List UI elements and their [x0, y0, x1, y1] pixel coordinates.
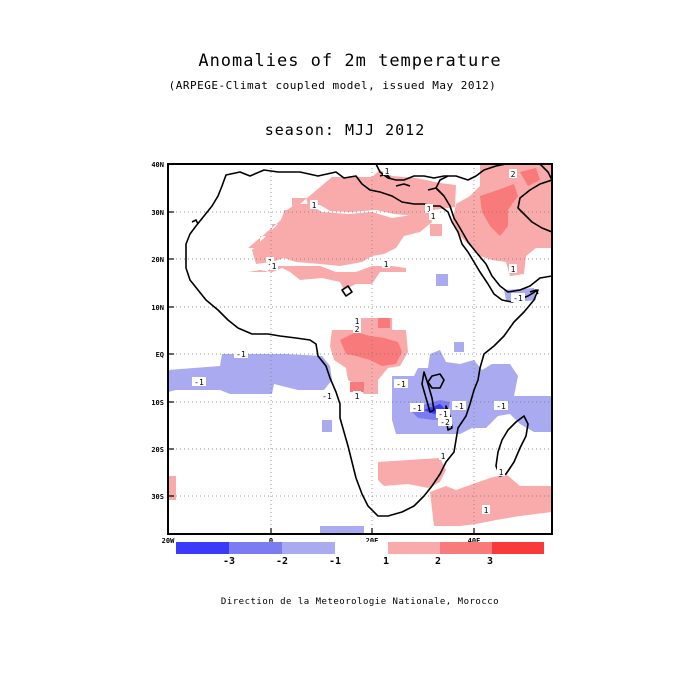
- contour-label: -1: [236, 350, 246, 359]
- contour-label: -1: [454, 402, 464, 411]
- contour-label: 1: [384, 260, 389, 269]
- contour-label: 1: [355, 392, 360, 401]
- legend-tick-label: -2: [276, 556, 288, 567]
- warm-anomaly-sahara: [252, 204, 432, 266]
- contour-label: 1: [312, 201, 317, 210]
- persian-gulf-coastline: [517, 179, 552, 233]
- graticule: [168, 164, 552, 534]
- coastlines: [185, 164, 552, 517]
- warm-anomaly-middle-east-3: [520, 168, 540, 186]
- contour-label: 1: [431, 212, 436, 221]
- contour-labels: 1 1 1 1 2 1 1 1 2 1 1 -1 -1 -1: [192, 166, 525, 515]
- caspian-coastline: [539, 164, 552, 181]
- page-subtitle: (ARPEGE-Climat coupled model, issued May…: [168, 79, 497, 92]
- contour-label: -1: [438, 410, 448, 419]
- longitude-labels: 20W 0 20E 40E: [162, 537, 481, 545]
- warm-anomaly-central-africa-4: [350, 382, 364, 392]
- crete-coastline: [395, 183, 411, 187]
- cold-anomaly-gulf-of-guinea: [168, 354, 332, 394]
- contour-label: -1: [194, 378, 204, 387]
- canary-coastline: [191, 219, 199, 225]
- cyprus-coastline: [427, 187, 441, 193]
- legend-tick-label: -1: [329, 556, 341, 567]
- cold-anomaly-patch-1: [436, 274, 448, 286]
- warm-anomaly-central-africa-2: [340, 332, 402, 366]
- legend-swatch: [492, 542, 544, 554]
- contour-label: 1: [441, 452, 446, 461]
- contour-label: 1: [385, 167, 390, 176]
- lon-label: 20E: [366, 537, 379, 545]
- lat-label: 20N: [151, 256, 164, 264]
- contour-label: -1: [322, 392, 332, 401]
- legend-tick-label: -3: [223, 556, 235, 567]
- contour-label: -1: [412, 404, 422, 413]
- lon-label: 0: [269, 537, 273, 545]
- lat-label: 40N: [151, 161, 164, 169]
- lat-label: 30N: [151, 209, 164, 217]
- contour-label: -1: [396, 380, 406, 389]
- lat-label: 10S: [151, 399, 164, 407]
- contour-label: 2: [511, 170, 516, 179]
- contour-label: 1: [484, 506, 489, 515]
- warm-anomaly-north-africa: [248, 170, 456, 290]
- contour-label: 1: [427, 205, 432, 214]
- cold-anomaly-patch-3: [322, 420, 332, 432]
- warm-anomaly-patch: [430, 224, 442, 236]
- contour-label: -2: [440, 418, 450, 427]
- legend-tick-labels: -3 -2 -1 1 2 3: [223, 556, 493, 567]
- legend-swatch: [335, 542, 388, 554]
- latitude-labels: 40N 30N 20N 10N EQ 10S 20S 30S: [151, 161, 164, 501]
- contour-label: -1: [513, 294, 523, 303]
- contour-label: 1: [355, 317, 360, 326]
- legend-colorbar: [176, 542, 544, 554]
- lake-tanganyika-coastline: [421, 371, 435, 413]
- lat-label: 10N: [151, 304, 164, 312]
- legend-swatch: [282, 542, 335, 554]
- socotra-coastline: [529, 289, 539, 295]
- map-frame: [167, 163, 553, 535]
- contour-label: -1: [496, 402, 506, 411]
- warm-anomaly-central-africa-3: [378, 318, 390, 328]
- legend-tick-label: 3: [487, 556, 493, 567]
- lat-label: EQ: [156, 351, 164, 359]
- mediterranean-north-coastline: [375, 164, 507, 181]
- cold-anomaly-south: [320, 526, 364, 534]
- warm-anomaly-south-africa: [378, 458, 446, 488]
- legend-swatch: [440, 542, 492, 554]
- lon-label: 40E: [468, 537, 481, 545]
- page-title: Anomalies of 2m temperature: [198, 51, 502, 71]
- legend-swatch: [176, 542, 229, 554]
- lake-chad-coastline: [341, 285, 353, 297]
- legend-swatch: [229, 542, 282, 554]
- warm-anomaly-middle-east-2: [480, 184, 518, 236]
- legend-tick-label: 1: [383, 556, 389, 567]
- lon-label: 20W: [162, 537, 175, 545]
- contour-label: 1: [272, 262, 277, 271]
- arabia-coastline: [435, 175, 552, 293]
- warm-anomaly-madagascar-south: [430, 474, 552, 526]
- africa-coastline: [185, 169, 539, 517]
- anomaly-fields: [168, 164, 552, 534]
- contour-label: 1: [511, 265, 516, 274]
- lat-label: 20S: [151, 446, 164, 454]
- cold-anomaly-patch-2: [454, 342, 464, 352]
- lat-label: 30S: [151, 493, 164, 501]
- cold-anomaly-east-africa: [392, 350, 552, 434]
- warm-anomaly-southwest: [168, 476, 176, 500]
- contour-label: 2: [355, 325, 360, 334]
- season-label: season: MJJ 2012: [264, 121, 426, 139]
- legend-swatch: [388, 542, 440, 554]
- credit-text: Direction de la Meteorologie Nationale, …: [220, 597, 500, 607]
- legend-tick-label: 2: [435, 556, 441, 567]
- tick-marks: [168, 163, 475, 534]
- contour-label: 1: [499, 468, 504, 477]
